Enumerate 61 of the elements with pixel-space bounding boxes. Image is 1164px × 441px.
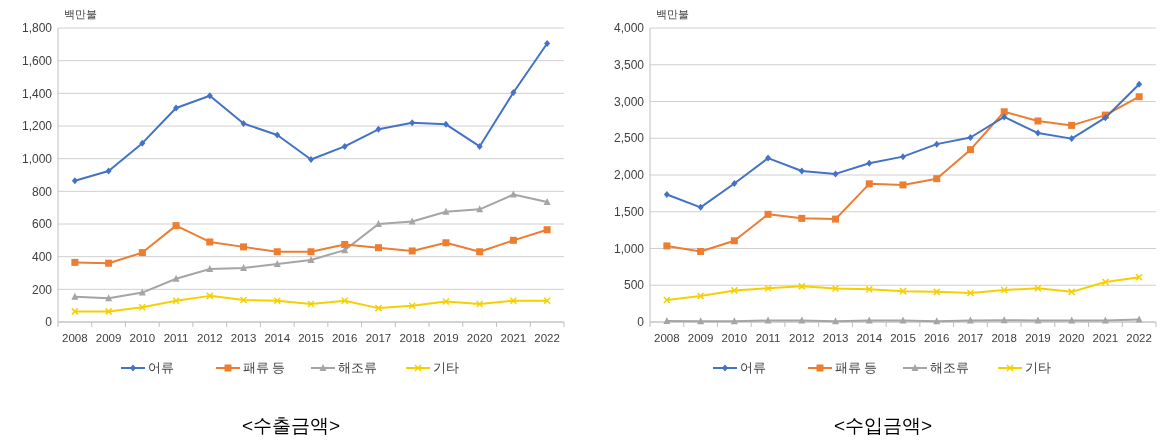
- legend-label: 기타: [1025, 361, 1051, 376]
- x-tick-label: 2015: [298, 332, 324, 344]
- y-tick-label: 1,200: [21, 119, 53, 134]
- legend-label: 어류: [740, 361, 766, 376]
- x-tick-label: 2019: [433, 332, 459, 344]
- y-tick-label: 0: [45, 315, 53, 330]
- x-tick-label: 2017: [365, 332, 392, 344]
- y-tick-label: 2,500: [613, 131, 645, 146]
- text: <수출금액>: [241, 415, 341, 436]
- x-tick-label: 2011: [163, 332, 189, 344]
- y-tick-label: 1,000: [21, 151, 53, 166]
- y-tick-label: 4,000: [613, 21, 645, 36]
- x-tick-label: 2013: [230, 332, 257, 344]
- x-tick-label: 2012: [789, 332, 815, 344]
- x-tick-label: 2009: [687, 332, 714, 344]
- x-tick-label: 2008: [654, 332, 680, 344]
- y-tick-label: 600: [31, 217, 53, 232]
- x-tick-label: 2010: [129, 332, 156, 344]
- x-tick-label: 2018: [399, 332, 425, 344]
- y-axis-title: 백만불: [656, 8, 689, 20]
- y-tick-label: 1,800: [21, 21, 53, 36]
- x-tick-label: 2021: [1092, 332, 1119, 344]
- y-tick-label: 2,000: [613, 168, 645, 183]
- y-tick-label: 1,000: [613, 241, 645, 256]
- x-tick-label: 2020: [1058, 332, 1085, 344]
- text: <수입금액>: [833, 415, 933, 436]
- legend-label: 패류 등: [835, 361, 878, 376]
- legend-label: 어류: [148, 361, 174, 376]
- legend-label: 기타: [433, 361, 459, 376]
- x-tick-label: 2018: [991, 332, 1017, 344]
- y-tick-label: 3,000: [613, 94, 645, 109]
- legend-label: 해조류: [930, 361, 969, 376]
- y-tick-label: 1,500: [613, 204, 645, 219]
- y-tick-label: 1,600: [21, 53, 53, 68]
- y-tick-label: 200: [31, 282, 53, 297]
- x-tick-label: 2019: [1025, 332, 1051, 344]
- x-tick-label: 2016: [331, 332, 358, 344]
- x-tick-label: 2021: [500, 332, 527, 344]
- x-tick-label: 2008: [62, 332, 88, 344]
- y-tick-label: 1,400: [21, 86, 53, 101]
- x-tick-label: 2011: [755, 332, 781, 344]
- x-tick-label: 2017: [957, 332, 984, 344]
- y-tick-label: 500: [623, 278, 645, 293]
- x-tick-label: 2009: [95, 332, 122, 344]
- x-tick-label: 2022: [534, 332, 560, 344]
- y-tick-label: 800: [31, 184, 53, 199]
- y-axis-title: 백만불: [64, 8, 97, 20]
- legend-label: 해조류: [338, 361, 377, 376]
- x-tick-label: 2022: [1126, 332, 1152, 344]
- x-tick-label: 2010: [721, 332, 748, 344]
- legend-label: 패류 등: [243, 361, 286, 376]
- x-tick-label: 2015: [890, 332, 916, 344]
- y-tick-label: 3,500: [613, 57, 645, 72]
- y-tick-label: 0: [637, 315, 645, 330]
- x-tick-label: 2014: [264, 332, 291, 344]
- x-tick-label: 2012: [197, 332, 223, 344]
- x-tick-label: 2013: [822, 332, 849, 344]
- x-tick-label: 2020: [466, 332, 493, 344]
- y-tick-label: 400: [31, 249, 53, 264]
- x-tick-label: 2016: [923, 332, 950, 344]
- x-tick-label: 2014: [856, 332, 883, 344]
